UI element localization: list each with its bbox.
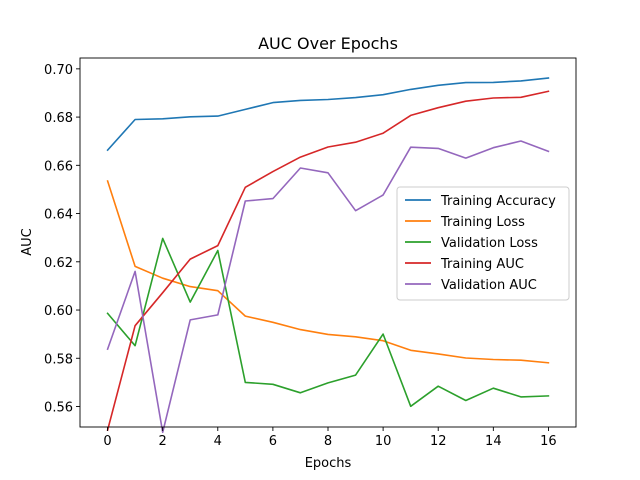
y-tick-label: 0.60 — [44, 304, 73, 319]
y-tick-label: 0.58 — [44, 352, 73, 367]
series-line-2 — [106, 237, 550, 408]
series-line-3 — [106, 90, 550, 432]
y-tick-label: 0.56 — [44, 401, 73, 416]
y-tick-label: 0.62 — [44, 256, 73, 271]
legend-label: Validation AUC — [441, 278, 537, 293]
x-tick-label: 16 — [540, 434, 557, 449]
legend-label: Training Accuracy — [440, 194, 556, 209]
x-tick-label: 4 — [214, 434, 222, 449]
y-tick-label: 0.64 — [44, 208, 73, 223]
x-tick-label: 8 — [324, 434, 332, 449]
x-tick-label: 6 — [269, 434, 277, 449]
series-line-4 — [106, 140, 550, 434]
y-axis-label: AUC — [20, 228, 35, 256]
x-axis-label: Epochs — [305, 456, 352, 471]
x-tick-label: 2 — [159, 434, 167, 449]
series-line-1 — [106, 179, 550, 364]
x-axis: 0 2 4 6 8 10 12 14 16 — [103, 427, 557, 449]
chart-title: AUC Over Epochs — [258, 34, 398, 53]
y-tick-label: 0.66 — [44, 159, 73, 174]
legend-label: Validation Loss — [441, 236, 538, 251]
x-tick-label: 0 — [103, 434, 111, 449]
x-tick-label: 10 — [375, 434, 392, 449]
y-tick-label: 0.68 — [44, 111, 73, 126]
y-tick-label: 0.70 — [44, 63, 73, 78]
legend-label: Training Loss — [440, 215, 525, 230]
legend: Training Accuracy Training Loss Validation… — [396, 186, 570, 301]
x-tick-label: 12 — [430, 434, 447, 449]
y-axis: 0.56 0.58 0.60 0.62 0.64 0.66 0.68 0.70 — [44, 63, 80, 416]
series-line-0 — [106, 77, 550, 152]
legend-label: Training AUC — [440, 257, 524, 272]
legend-box — [396, 186, 570, 301]
x-tick-label: 14 — [485, 434, 502, 449]
